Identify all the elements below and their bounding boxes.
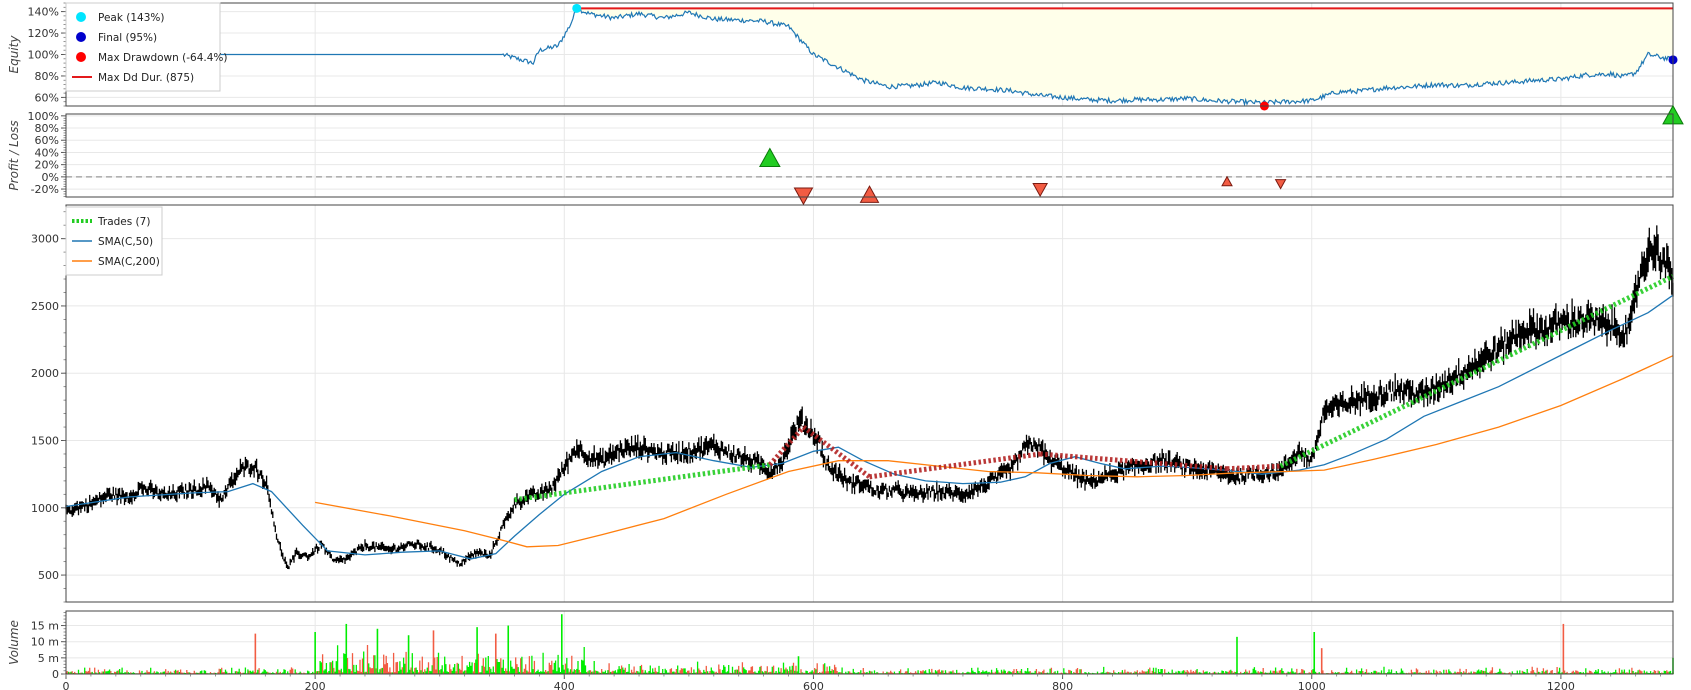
pnl-ytick-label: 100% [28, 110, 59, 123]
trade-line [1226, 463, 1281, 472]
volume-bars-down [65, 645, 1674, 674]
equity-line [66, 7, 1674, 107]
sma50-line [65, 294, 1674, 560]
equity-legend-label: Max Dd Dur. (875) [98, 72, 194, 84]
trade-pnl-marker [1032, 182, 1049, 198]
ohlc-ytick-label: 2000 [31, 367, 59, 380]
equity-ytick-label: 140% [28, 6, 59, 19]
peak-marker [572, 3, 582, 13]
pnl-ytick-label: 0% [42, 171, 59, 184]
profit-loss-panel: -20%0%20%40%60%80%100% Profit / Loss [7, 104, 1684, 206]
ohlc-ytick-label: 500 [38, 569, 59, 582]
equity-panel: 60% 80% 100% 120% 140% Equity Peak (143%) Final… [7, 2, 1678, 111]
equity-legend-label: Max Drawdown (-64.4%) [98, 52, 227, 64]
volume-ytick-label: 15 m [31, 620, 59, 633]
volume-frame [65, 610, 1674, 675]
trade-pnl-marker [1221, 175, 1233, 187]
x-tick-label: 1000 [1298, 680, 1326, 690]
price-panel: 500 1000 1500 2000 2500 3000 Trades (7) SMA(C,5… [31, 204, 1675, 603]
x-tick-label: 400 [554, 680, 575, 690]
volume-ytick-label: 5 m [38, 652, 59, 665]
volume-panel: 0 5 m 10 m 15 m Volume [7, 610, 1674, 681]
pnl-ytick-label: 40% [35, 146, 59, 159]
trade-pnl-marker [859, 185, 880, 203]
equity-ytick-label: 120% [28, 27, 59, 40]
ohlc-ytick-label: 1000 [31, 502, 59, 515]
trade-line [1039, 451, 1228, 472]
x-tick-label: 200 [305, 680, 326, 690]
equity-legend-label: Peak (143%) [98, 12, 164, 24]
sma200-line [314, 355, 1674, 548]
volume-bars-up [67, 645, 1673, 674]
ohlc-frame [65, 204, 1674, 603]
trade-pnl-marker [1274, 179, 1287, 190]
drawdown-area [576, 8, 1673, 105]
x-tick-label: 600 [803, 680, 824, 690]
x-tick-label: 800 [1052, 680, 1073, 690]
trade-pnl-marker [758, 147, 781, 168]
ohlc-legend-label: SMA(C,200) [98, 256, 160, 268]
pnl-frame [65, 113, 1674, 198]
trade-line [869, 451, 1041, 480]
ohlc-ytick-label: 2500 [31, 300, 59, 313]
price-candles [65, 225, 1674, 570]
equity-ytick-label: 80% [35, 70, 59, 83]
trade-pnl-marker [793, 187, 814, 206]
equity-axis-label: Equity [7, 35, 21, 74]
pnl-axis-label: Profit / Loss [7, 120, 21, 190]
x-tick-label: 1200 [1547, 680, 1575, 690]
pnl-ytick-label: 20% [35, 159, 59, 172]
volume-ytick-label: 0 [52, 668, 59, 681]
ohlc-ytick-label: 3000 [31, 233, 59, 246]
equity-legend-swatch [76, 52, 86, 62]
x-tick-label: 0 [63, 680, 70, 690]
pnl-ytick-label: -20% [31, 183, 59, 196]
ohlc-ytick-label: 1500 [31, 435, 59, 448]
equity-legend-label: Final (95%) [98, 32, 157, 44]
equity-ytick-label: 60% [35, 91, 59, 104]
trade-line [767, 425, 806, 467]
volume-ytick-label: 10 m [31, 636, 59, 649]
ohlc-legend-label: Trades (7) [97, 216, 150, 228]
ohlc-legend-label: SMA(C,50) [98, 236, 153, 248]
equity-ytick-label: 100% [28, 49, 59, 62]
equity-legend-swatch [76, 32, 86, 42]
x-axis: 0 200 400 600 800 1000 1200 [63, 674, 1661, 690]
pnl-ytick-label: 60% [35, 134, 59, 147]
trade-line [801, 425, 872, 479]
volume-axis-label: Volume [7, 620, 21, 665]
equity-legend-swatch [76, 12, 86, 22]
pnl-ytick-label: 80% [35, 122, 59, 135]
